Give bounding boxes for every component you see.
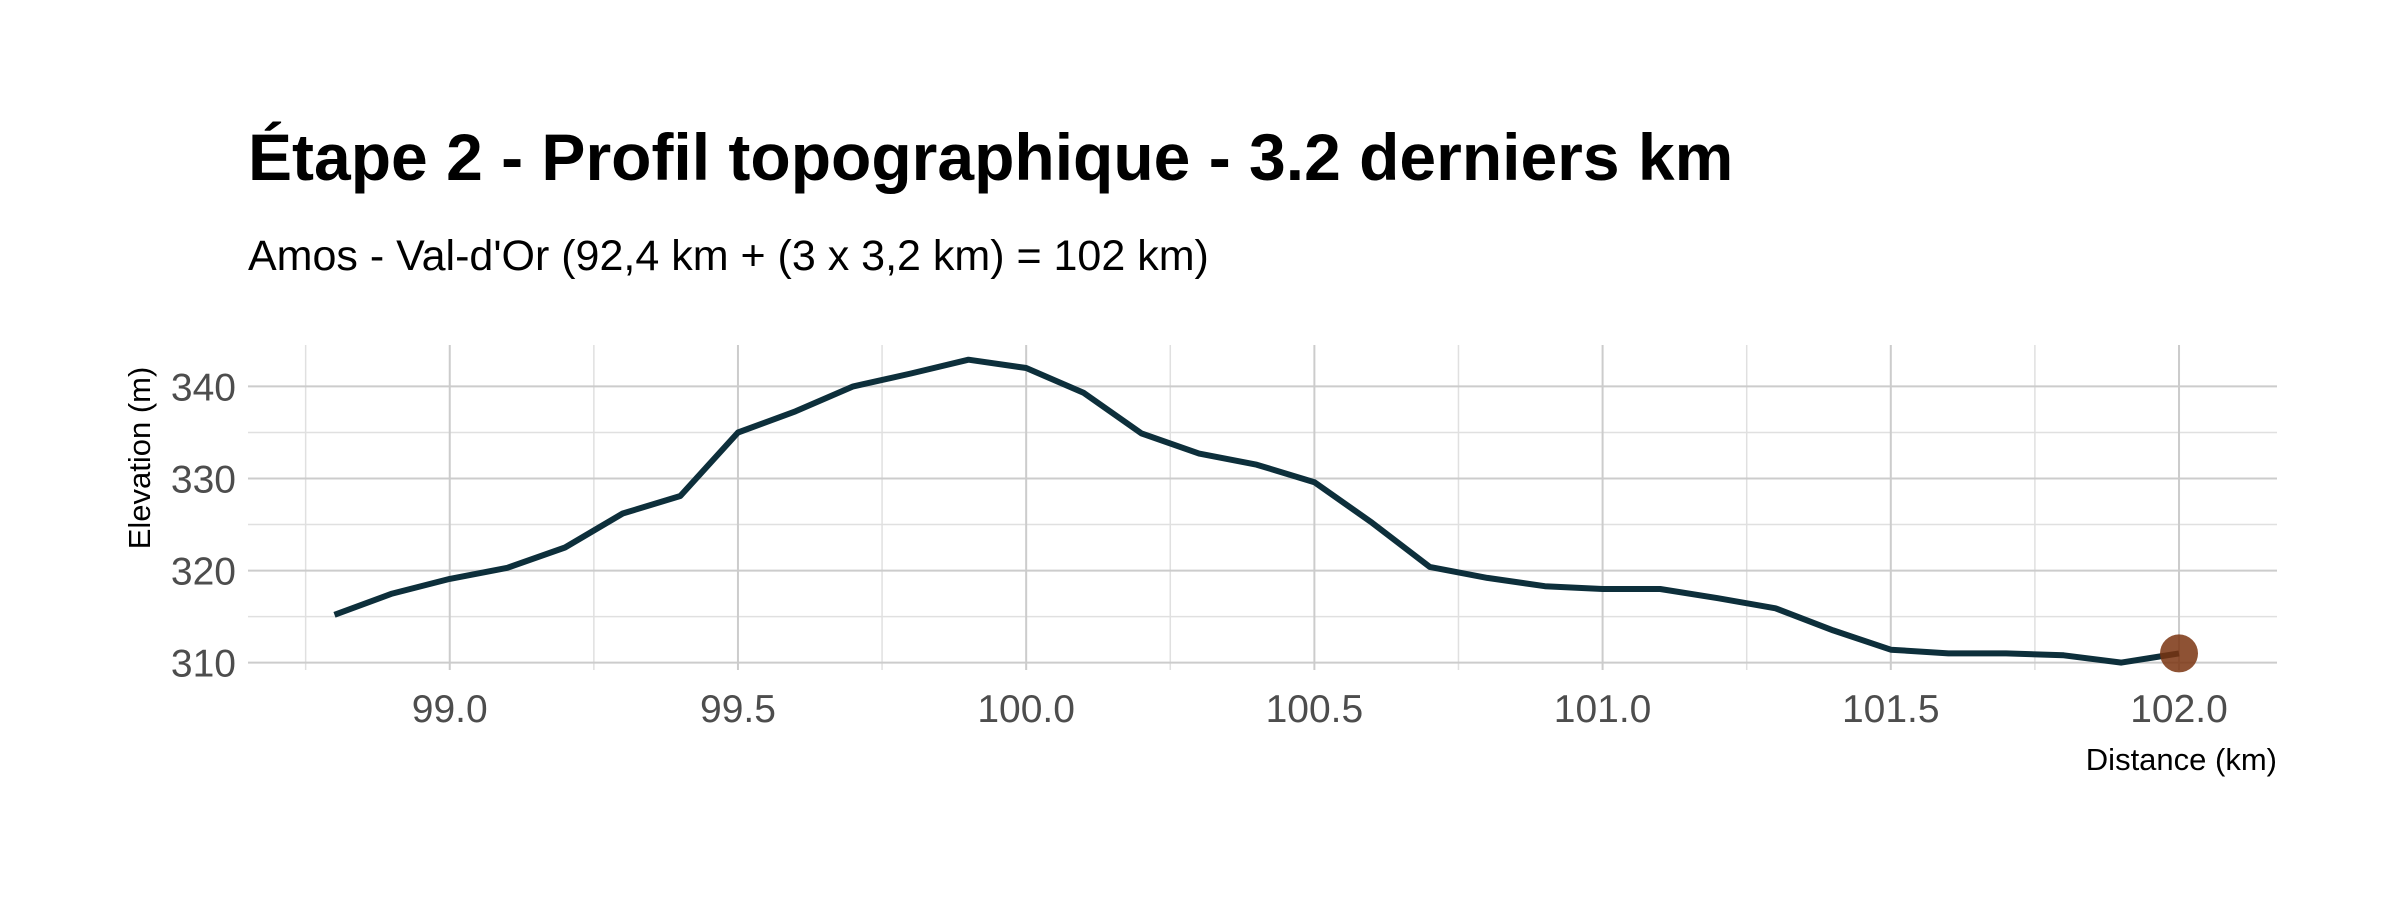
grid bbox=[248, 345, 2277, 670]
y-tick-label: 310 bbox=[171, 643, 236, 686]
x-tick-label: 101.5 bbox=[1842, 688, 1940, 731]
x-tick-label: 100.5 bbox=[1266, 688, 1364, 731]
x-tick-label: 101.0 bbox=[1554, 688, 1652, 731]
y-tick-label: 320 bbox=[171, 551, 236, 594]
x-tick-label: 99.5 bbox=[700, 688, 776, 731]
chart-title: Étape 2 - Profil topographique - 3.2 der… bbox=[248, 120, 1733, 194]
chart-subtitle: Amos - Val-d'Or (92,4 km + (3 x 3,2 km) … bbox=[248, 232, 1209, 280]
x-axis-label: Distance (km) bbox=[2086, 742, 2277, 777]
finish-point-marker bbox=[2160, 634, 2199, 673]
y-tick-label: 340 bbox=[171, 366, 236, 409]
x-tick-label: 102.0 bbox=[2130, 688, 2228, 731]
x-tick-label: 99.0 bbox=[412, 688, 488, 731]
y-axis-label: Elevation (m) bbox=[122, 367, 157, 550]
elevation-line bbox=[333, 356, 2180, 666]
tick-labels: 99.0 99.5 100.0 100.5 101.0 101.5 102.0 310 320 3… bbox=[171, 366, 2228, 731]
series bbox=[333, 356, 2199, 673]
y-tick-label: 330 bbox=[171, 458, 236, 501]
x-tick-label: 100.0 bbox=[977, 688, 1075, 731]
